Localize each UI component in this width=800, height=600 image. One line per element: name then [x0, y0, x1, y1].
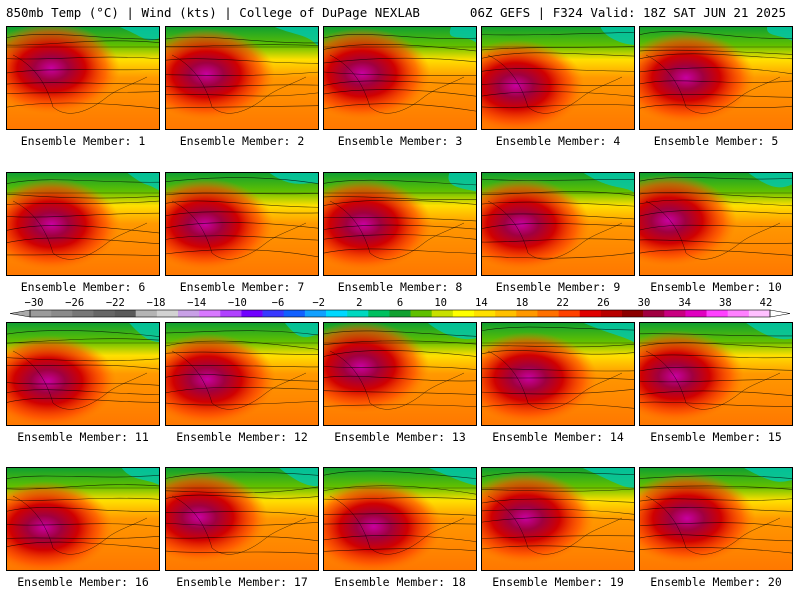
colorbar-segment [452, 310, 475, 317]
colorbar-segment [643, 310, 665, 317]
colorbar-tick-label: 6 [396, 297, 404, 309]
ensemble-member-map [639, 172, 793, 276]
ensemble-member-caption: Ensemble Member: 13 [334, 430, 466, 444]
colorbar-segment [579, 310, 602, 317]
colorbar-segment [727, 310, 750, 317]
ensemble-member-map [6, 172, 160, 276]
temperature-colorbar [9, 309, 791, 318]
colorbar-tick-label: −2 [312, 297, 325, 309]
colorbar-tick-label: −14 [187, 297, 207, 309]
colorbar-segment [685, 310, 707, 317]
ensemble-member-map [481, 26, 635, 130]
colorbar-segment [156, 310, 179, 317]
ensemble-member-caption: Ensemble Member: 11 [17, 430, 149, 444]
colorbar-segment [135, 310, 158, 317]
ensemble-member-map [6, 467, 160, 571]
ensemble-member-map [165, 26, 319, 130]
colorbar-segment [283, 310, 306, 317]
colorbar-segment [93, 310, 115, 317]
colorbar-tick-label: −18 [146, 297, 166, 309]
colorbar-tick-label: 22 [556, 297, 569, 309]
colorbar-segment [516, 310, 538, 317]
colorbar-segment [114, 310, 137, 317]
colorbar-left-arrow [9, 309, 31, 318]
ensemble-member-caption: Ensemble Member: 19 [492, 575, 624, 589]
colorbar-tick-label: 14 [475, 297, 488, 309]
colorbar-segment [347, 310, 369, 317]
ensemble-member-caption: Ensemble Member: 6 [20, 280, 146, 294]
ensemble-member-map [639, 26, 793, 130]
colorbar-segment [51, 310, 73, 317]
colorbar-segment [600, 310, 623, 317]
colorbar-segment [368, 310, 390, 317]
ensemble-member-map [6, 26, 160, 130]
colorbar-segment [241, 310, 263, 317]
colorbar-tick-label: 34 [678, 297, 691, 309]
ensemble-member-caption: Ensemble Member: 4 [495, 134, 621, 148]
colorbar-tick-label: −26 [65, 297, 85, 309]
ensemble-member-map [323, 322, 477, 426]
colorbar-segment [558, 310, 581, 317]
colorbar-segment [220, 310, 242, 317]
colorbar-segment [30, 310, 52, 317]
colorbar-tick-label: −10 [227, 297, 247, 309]
product-title: 850mb Temp (°C) | Wind (kts) | College o… [6, 5, 420, 20]
ensemble-member-map [165, 322, 319, 426]
ensemble-member-map [481, 172, 635, 276]
colorbar-segment [748, 310, 771, 317]
ensemble-member-caption: Ensemble Member: 16 [17, 575, 149, 589]
colorbar-segment [72, 310, 94, 317]
ensemble-member-caption: Ensemble Member: 1 [20, 134, 146, 148]
ensemble-member-caption: Ensemble Member: 17 [176, 575, 308, 589]
colorbar-segment [537, 310, 559, 317]
colorbar-tick-label: 38 [719, 297, 732, 309]
run-valid-time: 06Z GEFS | F324 Valid: 18Z SAT JUN 21 20… [469, 5, 786, 20]
ensemble-member-map [481, 467, 635, 571]
ensemble-member-caption: Ensemble Member: 14 [492, 430, 624, 444]
colorbar-segment [178, 310, 200, 317]
colorbar-segment [199, 310, 221, 317]
ensemble-member-map [323, 467, 477, 571]
colorbar-segment [304, 310, 327, 317]
colorbar-tick-label: −22 [105, 297, 125, 309]
ensemble-member-caption: Ensemble Member: 8 [337, 280, 463, 294]
colorbar-segment [431, 310, 454, 317]
colorbar-segment [706, 310, 729, 317]
colorbar-segment [262, 310, 285, 317]
colorbar-tick-label: 26 [597, 297, 610, 309]
ensemble-member-map [323, 26, 477, 130]
colorbar-tick-label: −6 [271, 297, 285, 309]
colorbar-tick-label: 2 [356, 297, 363, 309]
ensemble-member-caption: Ensemble Member: 2 [179, 134, 305, 148]
colorbar-tick-label: 30 [637, 297, 651, 309]
ensemble-member-map [6, 322, 160, 426]
ensemble-member-map [165, 172, 319, 276]
colorbar-right-arrow [769, 309, 791, 318]
colorbar-segment [410, 310, 433, 317]
ensemble-member-map [639, 467, 793, 571]
ensemble-member-caption: Ensemble Member: 10 [650, 280, 782, 294]
ensemble-member-map [481, 322, 635, 426]
colorbar-segment [664, 310, 686, 317]
ensemble-member-caption: Ensemble Member: 20 [650, 575, 782, 589]
ensemble-member-map [323, 172, 477, 276]
ensemble-member-caption: Ensemble Member: 7 [179, 280, 305, 294]
ensemble-member-caption: Ensemble Member: 3 [337, 134, 463, 148]
colorbar-tick-label: 10 [434, 297, 447, 309]
colorbar-segment [495, 310, 517, 317]
colorbar-segment [326, 310, 348, 317]
colorbar-segment [474, 310, 496, 317]
colorbar-tick-label: 42 [759, 297, 773, 309]
colorbar-tick-label: −30 [24, 297, 44, 309]
ensemble-member-caption: Ensemble Member: 18 [334, 575, 466, 589]
colorbar-tick-label: 18 [515, 297, 529, 309]
ensemble-member-caption: Ensemble Member: 9 [495, 280, 621, 294]
colorbar-segment [622, 310, 644, 317]
ensemble-member-map [639, 322, 793, 426]
ensemble-member-caption: Ensemble Member: 12 [176, 430, 308, 444]
ensemble-member-caption: Ensemble Member: 15 [650, 430, 782, 444]
colorbar-segment [389, 310, 411, 317]
ensemble-member-map [165, 467, 319, 571]
ensemble-member-caption: Ensemble Member: 5 [653, 134, 779, 148]
